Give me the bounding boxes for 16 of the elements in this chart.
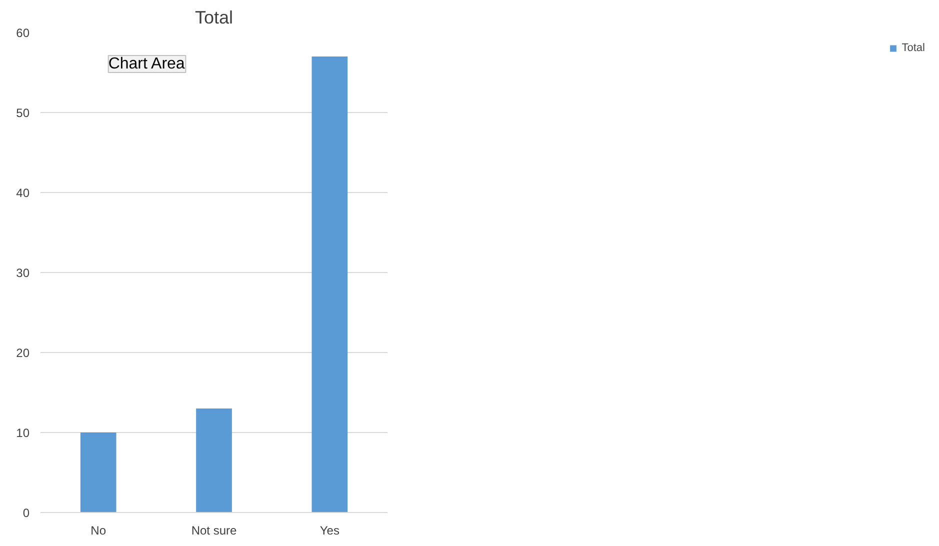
y-tick-label: 20 bbox=[16, 346, 30, 360]
annotation: Chart Area bbox=[108, 56, 185, 72]
y-tick-label: 30 bbox=[16, 266, 30, 280]
bar bbox=[196, 408, 232, 512]
legend-label: Total bbox=[902, 42, 925, 54]
y-tick-label: 50 bbox=[16, 106, 30, 120]
bar bbox=[312, 56, 348, 512]
y-tick-label: 60 bbox=[16, 26, 30, 40]
y-tick-label: 0 bbox=[22, 506, 30, 520]
x-tick-label: Not sure bbox=[191, 524, 237, 538]
y-tick-label: 40 bbox=[16, 186, 30, 200]
chart-title: Total bbox=[194, 8, 234, 28]
x-tick-label: Yes bbox=[320, 524, 340, 538]
y-tick-label: 10 bbox=[16, 426, 30, 440]
bar bbox=[80, 432, 116, 512]
x-tick-label: No bbox=[90, 524, 106, 538]
